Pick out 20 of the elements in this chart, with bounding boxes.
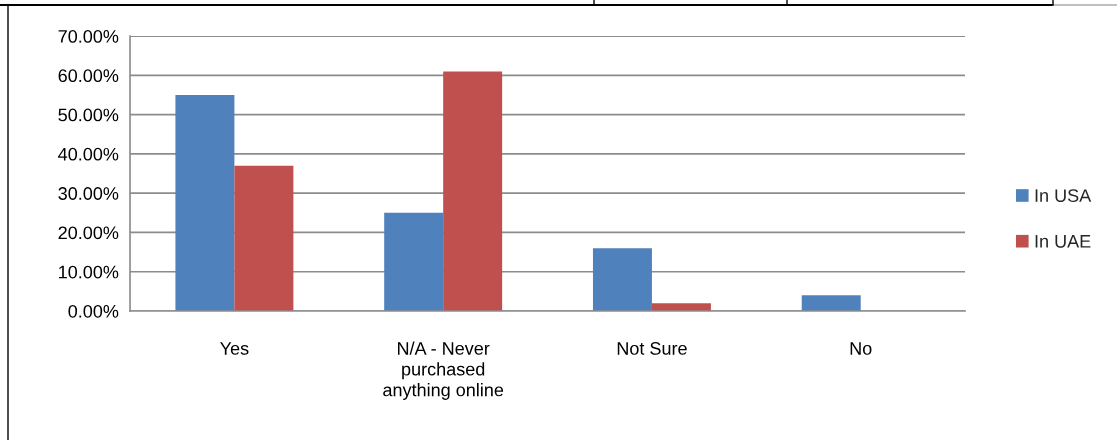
y-tick-label: 20.00%: [58, 226, 119, 240]
bar: [592, 248, 652, 311]
y-tick-label: 40.00%: [58, 147, 119, 161]
y-tick-label: 0.00%: [68, 304, 119, 318]
bar: [234, 165, 294, 311]
y-tick-label: 60.00%: [58, 69, 119, 83]
bar: [443, 71, 503, 311]
x-tick-label: Yes: [220, 342, 249, 355]
legend-label: In USA: [1035, 189, 1092, 202]
y-tick-label: 70.00%: [58, 30, 119, 43]
y-tick-label: 50.00%: [58, 108, 119, 122]
x-tick-label: No: [850, 342, 872, 355]
bar: [384, 212, 444, 311]
y-tick-label: 30.00%: [58, 187, 119, 200]
x-tick-label: Not Sure: [617, 342, 687, 355]
bar: [801, 295, 861, 311]
x-tick-label: N/A - Never purchased anything online: [383, 341, 504, 400]
y-tick-label: 10.00%: [59, 265, 119, 279]
bar: [175, 94, 235, 311]
legend-label: In UAE: [1035, 235, 1091, 248]
